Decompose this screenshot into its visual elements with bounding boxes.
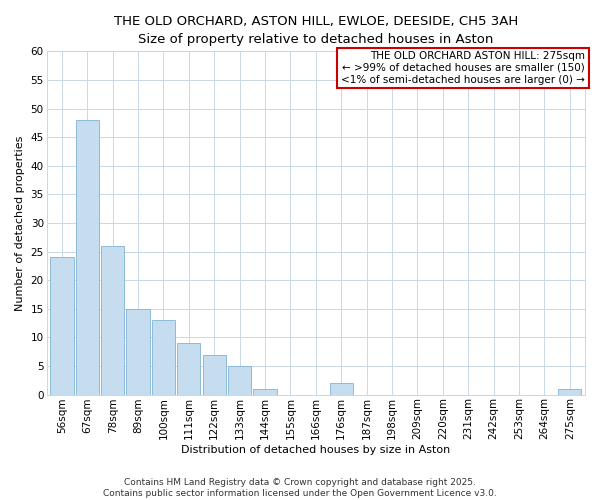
Bar — [127, 308, 149, 394]
X-axis label: Distribution of detached houses by size in Aston: Distribution of detached houses by size … — [181, 445, 451, 455]
Bar — [177, 343, 200, 394]
Bar — [50, 258, 74, 394]
Bar — [253, 389, 277, 394]
Bar — [101, 246, 124, 394]
Bar — [329, 383, 353, 394]
Bar — [203, 354, 226, 395]
Text: Contains HM Land Registry data © Crown copyright and database right 2025.
Contai: Contains HM Land Registry data © Crown c… — [103, 478, 497, 498]
Text: THE OLD ORCHARD ASTON HILL: 275sqm
← >99% of detached houses are smaller (150)
<: THE OLD ORCHARD ASTON HILL: 275sqm ← >99… — [341, 52, 585, 84]
Bar — [558, 389, 581, 394]
Bar — [152, 320, 175, 394]
Bar — [228, 366, 251, 394]
Bar — [76, 120, 99, 394]
Y-axis label: Number of detached properties: Number of detached properties — [15, 135, 25, 310]
Title: THE OLD ORCHARD, ASTON HILL, EWLOE, DEESIDE, CH5 3AH
Size of property relative t: THE OLD ORCHARD, ASTON HILL, EWLOE, DEES… — [113, 15, 518, 46]
